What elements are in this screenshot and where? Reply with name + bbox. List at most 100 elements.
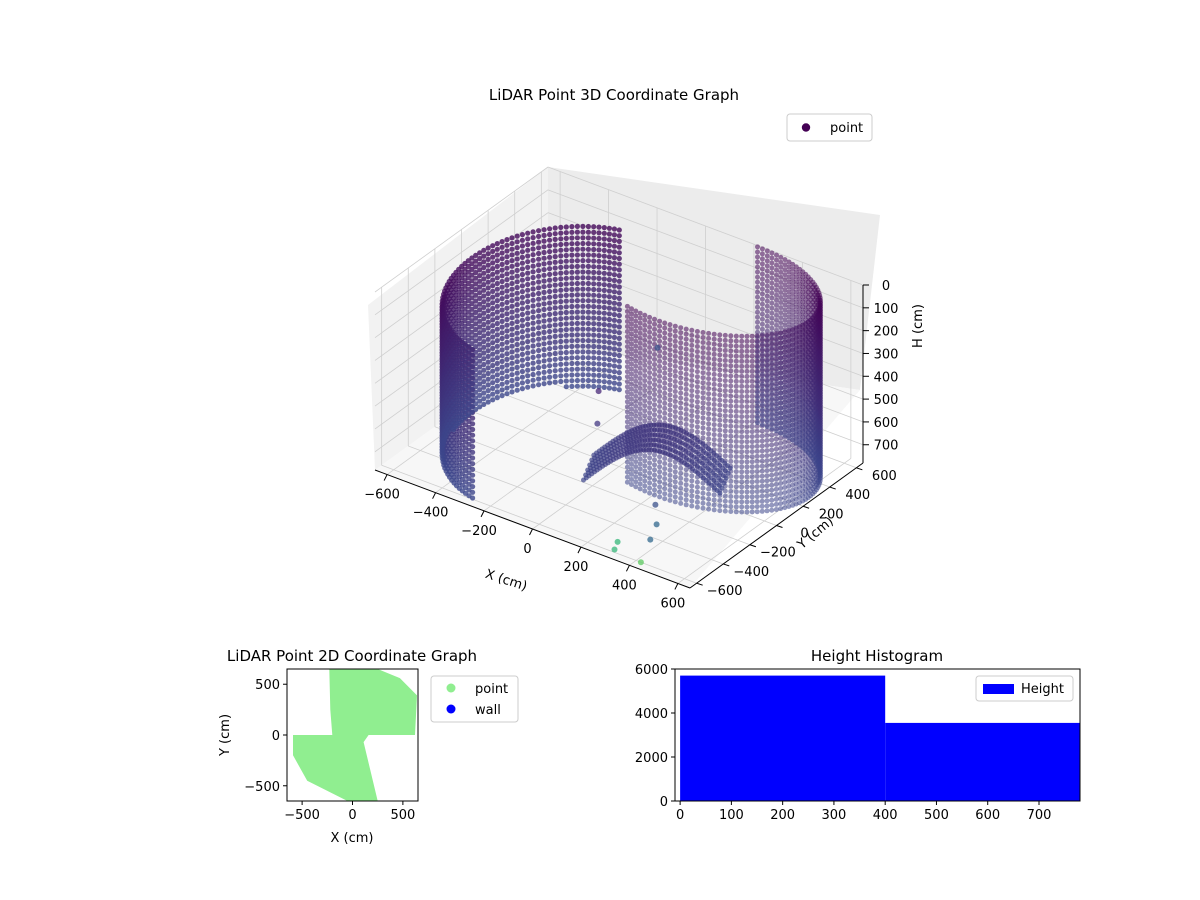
point-3d	[616, 261, 622, 267]
point-3d	[606, 328, 613, 334]
point-3d	[759, 473, 765, 479]
point-3d	[629, 406, 634, 412]
point-3d	[536, 365, 542, 371]
point-3d	[596, 355, 602, 361]
point-3d	[749, 474, 755, 480]
point-3d	[739, 414, 745, 420]
point-3d	[637, 330, 643, 336]
point-3d	[689, 403, 695, 409]
point-3d	[514, 290, 520, 296]
point-3d	[616, 335, 622, 341]
point-3d	[728, 398, 734, 404]
point-3d	[694, 504, 700, 510]
point-3d	[514, 273, 520, 279]
point-3d	[642, 453, 648, 459]
point-3d	[509, 383, 515, 389]
point-3d	[706, 396, 712, 402]
point-3d	[657, 363, 663, 369]
point-3d	[678, 370, 684, 376]
point-3d	[755, 289, 760, 295]
point-3d	[764, 438, 770, 443]
point-3d	[782, 357, 788, 363]
point-3d	[547, 328, 553, 335]
point-3d	[793, 384, 799, 390]
point-3d	[786, 410, 792, 416]
point-3d	[633, 388, 639, 394]
point-3d	[485, 285, 491, 291]
point-3d	[759, 371, 765, 377]
point-3d	[541, 249, 547, 256]
point-3d	[473, 332, 479, 338]
point-3d	[667, 322, 673, 328]
point-3d	[552, 276, 558, 282]
point-3d	[541, 244, 547, 250]
point-3d	[490, 271, 496, 277]
point-3d	[585, 246, 592, 252]
point-3d	[591, 269, 597, 275]
point-3d	[490, 362, 496, 369]
point-3d	[469, 289, 475, 295]
point-3d	[465, 309, 471, 315]
point-3d	[793, 374, 799, 380]
point-3d	[490, 391, 496, 397]
point-3d	[611, 369, 618, 375]
point-3d	[563, 384, 569, 390]
point-3d	[481, 259, 487, 265]
point-3d	[667, 362, 673, 368]
point-3d	[744, 353, 750, 359]
point-3d	[728, 438, 734, 444]
point-3d	[759, 276, 765, 282]
point-3d	[764, 248, 770, 254]
point-3d	[569, 378, 575, 384]
point-3d	[786, 420, 792, 426]
point-3d	[793, 349, 799, 355]
point-3d	[652, 316, 657, 322]
point-3d	[642, 332, 648, 338]
point-3d	[755, 415, 760, 421]
point-3d	[733, 444, 739, 449]
point-3d	[558, 316, 564, 322]
point-3d	[733, 418, 739, 424]
point-3d	[509, 286, 515, 292]
point-3d	[749, 383, 755, 389]
point-3d	[782, 470, 788, 475]
point-3d	[657, 384, 663, 389]
point-3d	[637, 476, 643, 482]
point-3d	[596, 247, 602, 253]
point-3d	[504, 271, 510, 277]
point-3d	[764, 308, 770, 314]
point-3d	[591, 286, 597, 293]
point-3d	[689, 327, 695, 333]
x-axis-ticks-2d: −500 0 500	[284, 801, 415, 823]
point-3d	[642, 353, 648, 358]
point-3d	[481, 316, 487, 322]
point-3d	[585, 326, 592, 332]
point-3d	[755, 294, 760, 300]
point-3d	[585, 280, 592, 287]
point-3d	[782, 417, 788, 423]
grid-line-left-z	[374, 189, 549, 316]
point-3d	[569, 338, 575, 344]
x-tick-label-histogram: 400	[873, 808, 898, 823]
point-3d	[728, 453, 734, 459]
point-3d	[782, 342, 788, 348]
point-3d	[547, 271, 553, 277]
point-3d	[759, 291, 765, 297]
point-3d	[525, 253, 531, 259]
point-3d	[694, 374, 700, 380]
point-3d	[774, 403, 779, 409]
point-3d	[790, 427, 796, 433]
point-3d	[563, 315, 569, 321]
y-tick-label-3d: 0	[800, 527, 808, 542]
point-3d	[706, 335, 712, 341]
point-3d	[667, 417, 673, 423]
point-3d	[711, 386, 717, 392]
point-3d	[667, 482, 673, 488]
x-tick-label-histogram: 600	[975, 808, 1000, 823]
point-3d	[647, 314, 653, 320]
point-3d	[647, 405, 653, 411]
point-3d	[722, 508, 728, 514]
point-3d	[722, 443, 728, 449]
point-3d	[717, 357, 723, 363]
point-3d	[499, 250, 505, 256]
